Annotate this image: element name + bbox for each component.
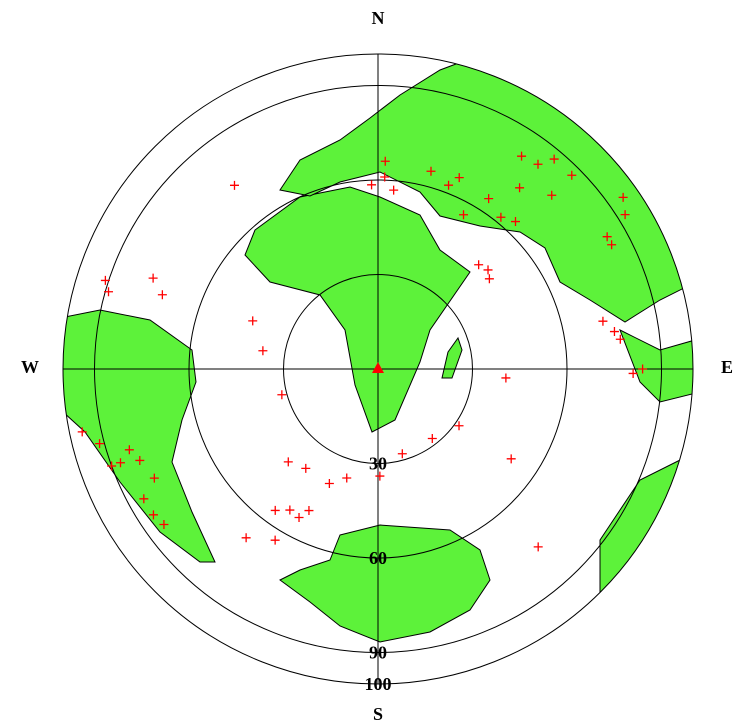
event xyxy=(389,185,399,195)
ring-label: 30 xyxy=(369,454,387,474)
south-america xyxy=(63,309,216,563)
event xyxy=(285,505,295,515)
event xyxy=(380,172,390,182)
event xyxy=(241,533,251,543)
event xyxy=(454,173,464,183)
ring-label: 90 xyxy=(369,643,387,663)
events xyxy=(77,151,648,552)
event xyxy=(459,210,469,220)
event xyxy=(533,542,543,552)
event xyxy=(148,273,158,283)
event xyxy=(107,461,117,471)
event xyxy=(615,334,625,344)
event xyxy=(159,520,169,530)
event xyxy=(367,180,377,190)
event xyxy=(148,510,158,520)
event xyxy=(598,316,608,326)
event xyxy=(248,316,258,326)
event xyxy=(444,180,454,190)
ring-label: 60 xyxy=(369,548,387,568)
event xyxy=(270,535,280,545)
event xyxy=(100,275,110,285)
event xyxy=(342,473,352,483)
event xyxy=(483,265,493,275)
event xyxy=(115,458,125,468)
station xyxy=(372,362,384,373)
event xyxy=(607,240,617,250)
event xyxy=(549,154,559,164)
event xyxy=(380,156,390,166)
event xyxy=(375,471,385,481)
event xyxy=(139,494,149,504)
event xyxy=(324,479,334,489)
event xyxy=(426,166,436,176)
event xyxy=(104,287,114,297)
madagascar xyxy=(441,336,463,379)
event xyxy=(95,439,105,449)
compass-north: N xyxy=(372,8,385,28)
event xyxy=(496,212,506,222)
event xyxy=(135,455,145,465)
africa xyxy=(244,186,471,433)
event xyxy=(277,390,287,400)
event xyxy=(618,192,628,202)
event xyxy=(294,513,304,523)
event xyxy=(229,180,239,190)
australia xyxy=(599,459,693,603)
event xyxy=(484,194,494,204)
event xyxy=(506,454,516,464)
event xyxy=(533,159,543,169)
compass-west: W xyxy=(21,357,39,377)
event xyxy=(510,217,520,227)
compass-south: S xyxy=(373,704,383,724)
compass-east: E xyxy=(721,357,733,377)
event xyxy=(258,346,268,356)
event xyxy=(283,457,293,467)
event xyxy=(602,232,612,242)
event xyxy=(427,434,437,444)
event xyxy=(620,210,630,220)
event xyxy=(77,427,87,437)
event xyxy=(397,449,407,459)
antarctica xyxy=(279,524,491,643)
event xyxy=(474,260,484,270)
event xyxy=(609,327,619,337)
event xyxy=(304,506,314,516)
event xyxy=(517,151,527,161)
event xyxy=(628,368,638,378)
event xyxy=(638,364,648,374)
event xyxy=(270,505,280,515)
event xyxy=(149,473,159,483)
ring-label: 100 xyxy=(365,674,392,694)
event xyxy=(515,183,525,193)
event xyxy=(567,170,577,180)
event xyxy=(454,421,464,431)
event xyxy=(124,445,134,455)
event xyxy=(157,290,167,300)
indonesia xyxy=(619,328,693,403)
event xyxy=(547,190,557,200)
event xyxy=(484,274,494,284)
event xyxy=(301,463,311,473)
event xyxy=(501,373,511,383)
